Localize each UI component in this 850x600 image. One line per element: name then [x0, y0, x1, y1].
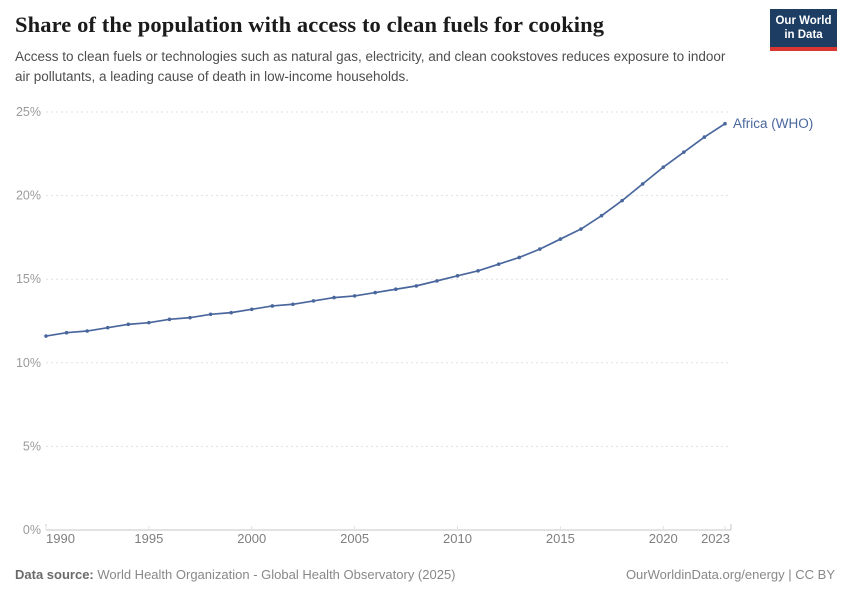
line-chart: 0% 5% 10% 15% 20% 25% 1990 1995 2000 2005 2010 2015… — [16, 105, 813, 546]
data-point[interactable] — [167, 317, 172, 322]
x-tick-label: 2000 — [237, 531, 266, 546]
data-point[interactable] — [640, 182, 645, 186]
data-point[interactable] — [476, 269, 480, 273]
data-point[interactable] — [723, 121, 727, 126]
x-tick-label: 2015 — [546, 531, 575, 546]
series-label[interactable]: Africa (WHO) — [733, 116, 813, 131]
y-tick-label: 20% — [16, 189, 41, 203]
owid-logo[interactable]: Our World in Data — [770, 9, 837, 51]
data-point[interactable] — [291, 302, 295, 307]
data-point[interactable] — [147, 320, 151, 325]
data-point[interactable] — [249, 307, 254, 312]
data-point[interactable] — [455, 274, 460, 278]
data-source: Data source: World Health Organization -… — [15, 567, 456, 582]
data-point[interactable] — [517, 255, 522, 260]
data-point[interactable] — [620, 198, 624, 203]
x-tick-label: 2010 — [443, 531, 472, 546]
data-point[interactable] — [270, 304, 275, 308]
y-tick-label: 0% — [23, 523, 41, 537]
data-point[interactable] — [229, 310, 233, 315]
y-tick-label: 15% — [16, 272, 41, 286]
data-point[interactable] — [126, 322, 131, 327]
data-point[interactable] — [332, 295, 336, 300]
data-point[interactable] — [105, 325, 110, 330]
data-source-label: Data source: — [15, 567, 94, 582]
data-point[interactable] — [435, 279, 439, 283]
x-tick-label: 2020 — [649, 531, 678, 546]
data-point[interactable] — [44, 334, 48, 338]
page-title: Share of the population with access to c… — [15, 12, 605, 37]
data-point[interactable] — [599, 213, 604, 218]
license-link[interactable]: OurWorldinData.org/energy | CC BY — [625, 567, 835, 582]
chart-footer: Data source: World Health Organization -… — [15, 567, 835, 582]
data-point[interactable] — [558, 237, 563, 241]
chart-subtitle: Access to clean fuels or technologies su… — [15, 49, 726, 85]
data-point[interactable] — [352, 294, 357, 298]
data-point[interactable] — [579, 227, 583, 231]
y-tick-label: 5% — [23, 439, 41, 453]
x-tick-label: 2023 — [701, 531, 730, 546]
data-source-text: World Health Organization - Global Healt… — [93, 567, 456, 582]
data-point[interactable] — [373, 290, 378, 295]
data-point[interactable] — [682, 150, 686, 154]
owid-logo-line2: in Data — [784, 29, 823, 42]
y-tick-label: 10% — [16, 356, 41, 370]
series-line[interactable] — [45, 122, 726, 337]
x-tick-label: 1995 — [134, 531, 163, 546]
owid-logo-line1: Our World — [775, 15, 832, 27]
x-tick-label: 1990 — [46, 531, 75, 546]
data-point[interactable] — [393, 287, 398, 292]
data-point[interactable] — [496, 262, 501, 266]
x-tick-label: 2005 — [340, 531, 369, 546]
data-point[interactable] — [188, 315, 192, 320]
y-tick-label: 25% — [16, 105, 41, 119]
data-point[interactable] — [64, 330, 69, 335]
data-point[interactable] — [702, 135, 707, 139]
data-point[interactable] — [538, 247, 542, 251]
chart-header: Share of the population with access to c… — [15, 12, 760, 88]
data-point[interactable] — [661, 165, 666, 169]
data-point[interactable] — [311, 299, 316, 303]
data-point[interactable] — [85, 329, 89, 333]
data-point[interactable] — [208, 312, 213, 317]
data-point[interactable] — [414, 284, 419, 288]
